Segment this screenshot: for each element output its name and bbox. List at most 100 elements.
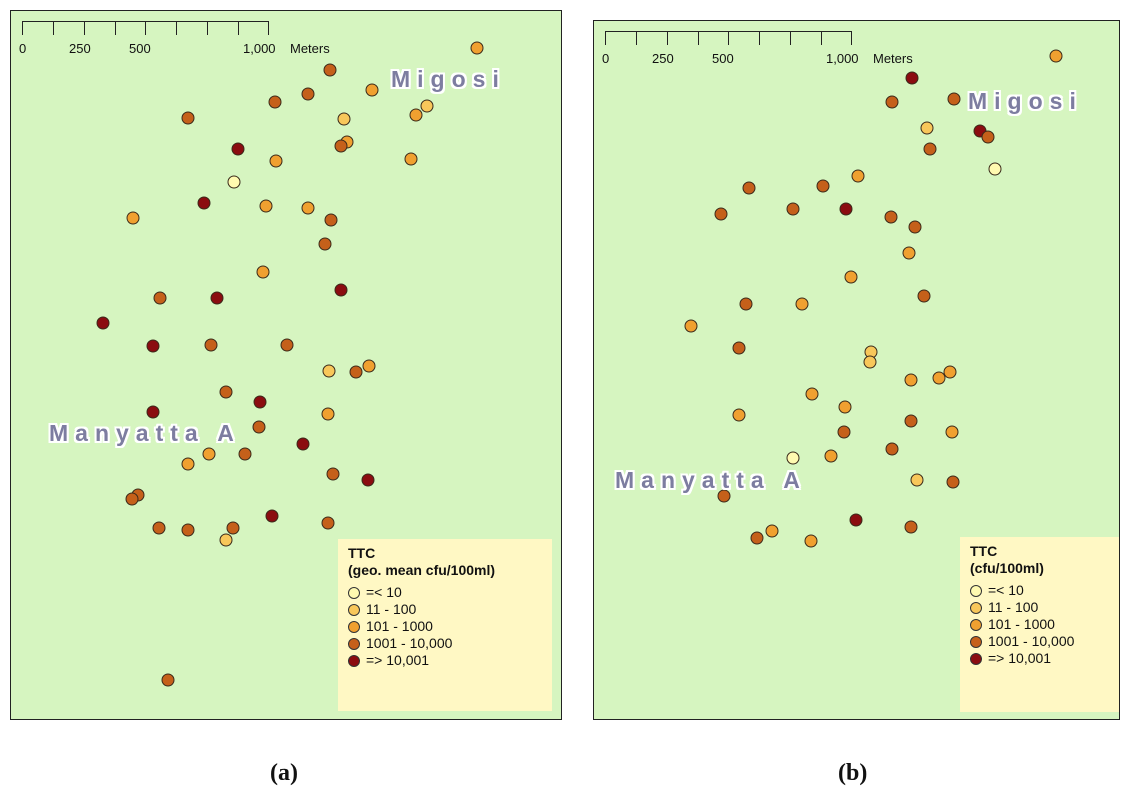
scale-bar-tick <box>728 31 729 45</box>
sample-point <box>301 201 315 215</box>
scale-label-250: 250 <box>652 51 674 66</box>
sample-point <box>884 210 898 224</box>
sample-point <box>361 473 375 487</box>
sample-point <box>323 63 337 77</box>
legend-item: 1001 - 10,000 <box>348 635 542 652</box>
legend-item-label: =< 10 <box>366 584 402 600</box>
sample-point <box>146 405 160 419</box>
sample-point <box>334 283 348 297</box>
legend-swatch <box>348 586 360 599</box>
legend-swatch <box>970 618 982 631</box>
scale-bar-tick <box>176 21 177 35</box>
sample-point <box>885 442 899 456</box>
sample-point <box>322 364 336 378</box>
sample-point <box>920 121 934 135</box>
sample-point <box>226 521 240 535</box>
scale-bar-tick <box>207 21 208 35</box>
sample-point <box>904 414 918 428</box>
legend-swatch <box>970 601 982 614</box>
sample-point <box>786 202 800 216</box>
place-label-manyatta-a: Manyatta A <box>615 467 807 493</box>
sample-point <box>268 95 282 109</box>
sample-point <box>795 297 809 311</box>
sample-point <box>96 316 110 330</box>
scale-bar-tick <box>145 21 146 35</box>
sample-point <box>362 359 376 373</box>
legend-item-label: 101 - 1000 <box>988 616 1055 632</box>
legend-swatch <box>970 635 982 648</box>
sample-point <box>1049 49 1063 63</box>
scale-label-unit: Meters <box>290 41 330 56</box>
scale-bar-tick <box>115 21 116 35</box>
sample-point <box>318 237 332 251</box>
sample-point <box>301 87 315 101</box>
legend-item: =< 10 <box>970 582 1109 599</box>
legend-title: TTC <box>970 543 998 559</box>
scale-bar-tick <box>53 21 54 35</box>
legend-item: 11 - 100 <box>970 599 1109 616</box>
sample-point <box>684 319 698 333</box>
sample-point <box>231 142 245 156</box>
panel-caption-b: (b) <box>838 760 868 786</box>
scale-bar-tick <box>636 31 637 45</box>
legend-item-label: 11 - 100 <box>988 599 1039 615</box>
scale-bar-tick <box>759 31 760 45</box>
scale-label-1000: 1,000 <box>826 51 859 66</box>
sample-point <box>337 112 351 126</box>
sample-point <box>910 473 924 487</box>
sample-point <box>321 407 335 421</box>
scale-bar-tick <box>698 31 699 45</box>
map-panel-a: 0 250 500 1,000 Meters Migosi Manyatta A… <box>10 10 562 720</box>
legend-item: =< 10 <box>348 584 542 601</box>
sample-point <box>904 373 918 387</box>
sample-point <box>885 95 899 109</box>
sample-point <box>181 111 195 125</box>
legend-swatch <box>348 637 360 650</box>
sample-point <box>326 467 340 481</box>
sample-point <box>739 297 753 311</box>
sample-point <box>732 408 746 422</box>
legend-a: TTC (geo. mean cfu/100ml) =< 10 11 - 100… <box>338 539 552 711</box>
sample-point <box>324 213 338 227</box>
sample-point <box>851 169 865 183</box>
legend-swatch <box>348 603 360 616</box>
scale-bar-tick <box>667 31 668 45</box>
legend-item: 101 - 1000 <box>348 618 542 635</box>
scale-bar-tick <box>821 31 822 45</box>
legend-subtitle: (geo. mean cfu/100ml) <box>348 562 496 578</box>
sample-point <box>202 447 216 461</box>
sample-point <box>404 152 418 166</box>
sample-point <box>181 523 195 537</box>
legend-title: TTC <box>348 545 376 561</box>
sample-point <box>932 371 946 385</box>
sample-point <box>844 270 858 284</box>
place-label-migosi: Migosi <box>391 66 506 92</box>
legend-swatch <box>348 620 360 633</box>
legend-item-label: => 10,001 <box>988 650 1052 666</box>
sample-point <box>717 489 731 503</box>
sample-point <box>804 534 818 548</box>
scale-bar-tick <box>851 31 852 45</box>
sample-point <box>943 365 957 379</box>
sample-point <box>838 400 852 414</box>
legend-swatch <box>348 654 360 667</box>
sample-point <box>923 142 937 156</box>
sample-point <box>786 451 800 465</box>
sample-point <box>265 509 279 523</box>
legend-item: 11 - 100 <box>348 601 542 618</box>
sample-point <box>238 447 252 461</box>
sample-point <box>824 449 838 463</box>
scale-bar-tick <box>790 31 791 45</box>
legend-item: 101 - 1000 <box>970 616 1109 633</box>
sample-point <box>917 289 931 303</box>
sample-point <box>204 338 218 352</box>
sample-point <box>181 457 195 471</box>
sample-point <box>152 521 166 535</box>
legend-item-label: =< 10 <box>988 582 1024 598</box>
legend-item-label: 1001 - 10,000 <box>366 635 453 651</box>
sample-point <box>252 420 266 434</box>
legend-item-label: => 10,001 <box>366 652 430 668</box>
sample-point <box>161 673 175 687</box>
sample-point <box>126 211 140 225</box>
sample-point <box>945 425 959 439</box>
